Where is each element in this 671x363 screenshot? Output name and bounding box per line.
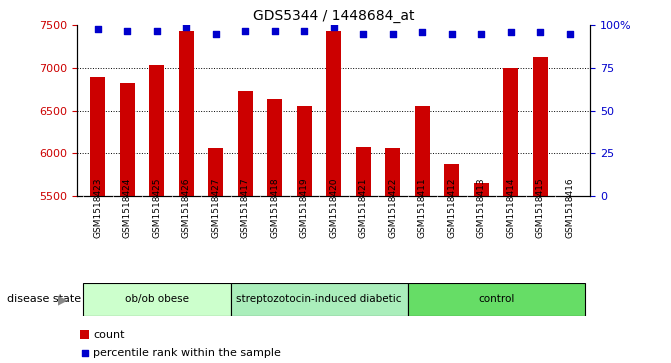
Text: GSM1518421: GSM1518421 [359,178,368,238]
Point [535,29,546,35]
Bar [407,283,584,316]
Text: disease state: disease state [7,294,81,305]
Title: GDS5344 / 1448684_at: GDS5344 / 1448684_at [253,9,415,23]
Bar [150,65,164,196]
Text: percentile rank within the sample: percentile rank within the sample [93,348,281,358]
Bar [503,68,518,196]
Text: GSM1518412: GSM1518412 [448,178,456,238]
Bar [209,148,223,196]
Point [417,29,427,35]
Bar [385,148,400,196]
Point [122,28,133,33]
Point [329,24,340,30]
Text: GSM1518420: GSM1518420 [329,178,338,238]
Point [152,28,162,33]
Bar [91,77,105,196]
Point [211,31,221,37]
Bar [120,83,135,196]
Text: ▶: ▶ [58,293,67,306]
Point [270,28,280,33]
Text: count: count [93,330,125,340]
Text: control: control [478,294,514,305]
Point [240,28,251,33]
Text: GSM1518423: GSM1518423 [93,178,102,238]
Text: GSM1518427: GSM1518427 [211,178,220,238]
Text: ob/ob obese: ob/ob obese [125,294,189,305]
Text: GSM1518419: GSM1518419 [300,177,309,238]
Bar [474,183,488,196]
Text: GSM1518417: GSM1518417 [241,177,250,238]
Bar [179,31,194,196]
Point [564,31,575,37]
Text: GSM1518414: GSM1518414 [507,178,515,238]
Bar [444,164,459,196]
Bar [533,57,548,196]
Point [387,31,398,37]
Text: GSM1518413: GSM1518413 [477,177,486,238]
Point [505,29,516,35]
Text: GSM1518424: GSM1518424 [123,178,132,238]
Bar [231,283,407,316]
Text: streptozotocin-induced diabetic: streptozotocin-induced diabetic [236,294,402,305]
Point [299,28,310,33]
Bar [80,330,89,339]
Point [476,31,486,37]
Point [446,31,457,37]
Text: GSM1518425: GSM1518425 [152,178,161,238]
Point [358,31,368,37]
Text: GSM1518426: GSM1518426 [182,178,191,238]
Bar [356,147,370,196]
Text: GSM1518411: GSM1518411 [418,177,427,238]
Bar [415,106,429,196]
Text: GSM1518416: GSM1518416 [566,177,574,238]
Point [181,24,192,30]
Text: GSM1518418: GSM1518418 [270,177,279,238]
Point [273,249,284,255]
Bar [327,31,341,196]
Text: GSM1518415: GSM1518415 [536,177,545,238]
Point [93,26,103,32]
Text: GSM1518422: GSM1518422 [389,178,397,238]
Bar [268,99,282,196]
Bar [297,106,312,196]
Bar [238,91,253,196]
Bar [83,283,231,316]
